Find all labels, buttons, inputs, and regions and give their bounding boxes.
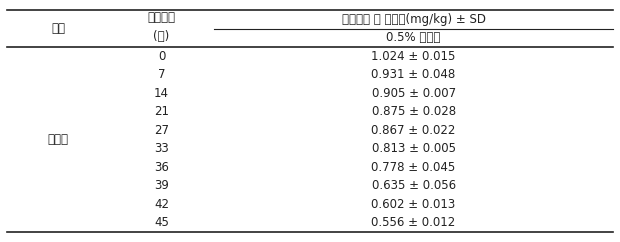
- Text: 0.813 ± 0.005: 0.813 ± 0.005: [371, 142, 456, 155]
- Text: 0.635 ± 0.056: 0.635 ± 0.056: [371, 179, 456, 192]
- Text: 0.5% 처리구: 0.5% 처리구: [386, 31, 441, 45]
- Text: (일): (일): [153, 30, 170, 43]
- Text: 경과일수: 경과일수: [148, 11, 175, 24]
- Text: 0: 0: [158, 50, 165, 63]
- Text: 27: 27: [154, 124, 169, 137]
- Text: 0.602 ± 0.013: 0.602 ± 0.013: [371, 197, 456, 211]
- Text: 0.778 ± 0.045: 0.778 ± 0.045: [371, 161, 456, 174]
- Text: 36: 36: [154, 161, 169, 174]
- Text: 0.875 ± 0.028: 0.875 ± 0.028: [371, 105, 456, 118]
- Text: 42: 42: [154, 197, 169, 211]
- Text: 1.024 ± 0.015: 1.024 ± 0.015: [371, 50, 456, 63]
- Text: 45: 45: [154, 216, 169, 229]
- Text: 시금치: 시금치: [47, 133, 68, 146]
- Text: 39: 39: [154, 179, 169, 192]
- Text: 21: 21: [154, 105, 169, 118]
- Text: 0.931 ± 0.048: 0.931 ± 0.048: [371, 68, 456, 81]
- Text: 7: 7: [157, 68, 166, 81]
- Text: 14: 14: [154, 87, 169, 100]
- Text: 33: 33: [154, 142, 169, 155]
- Text: 0.556 ± 0.012: 0.556 ± 0.012: [371, 216, 456, 229]
- Text: 0.905 ± 0.007: 0.905 ± 0.007: [371, 87, 456, 100]
- Text: 0.867 ± 0.022: 0.867 ± 0.022: [371, 124, 456, 137]
- Text: 토양시료 중 잔류량(mg/kg) ± SD: 토양시료 중 잔류량(mg/kg) ± SD: [342, 13, 485, 26]
- Text: 작물: 작물: [51, 22, 65, 35]
